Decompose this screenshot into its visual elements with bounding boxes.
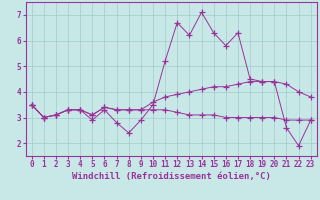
X-axis label: Windchill (Refroidissement éolien,°C): Windchill (Refroidissement éolien,°C)	[72, 172, 271, 181]
